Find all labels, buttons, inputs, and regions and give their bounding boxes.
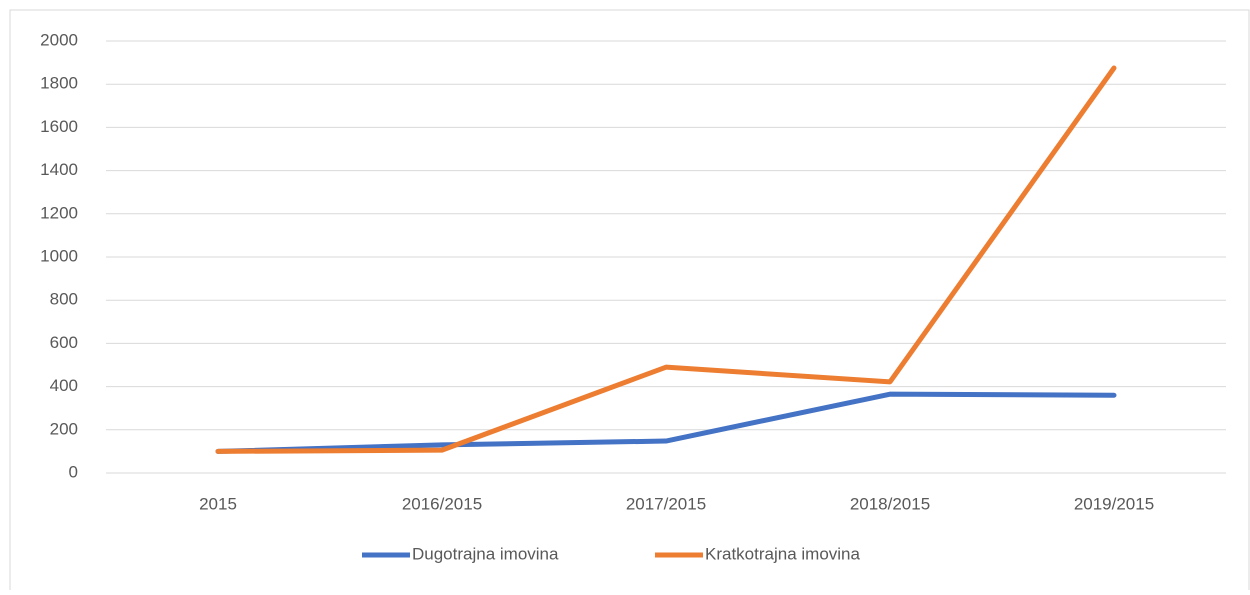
x-tick-label: 2016/2015 — [402, 494, 482, 513]
y-tick-label: 400 — [50, 376, 78, 395]
y-tick-label: 1600 — [40, 117, 78, 136]
y-tick-label: 2000 — [40, 30, 78, 49]
legend-label: Dugotrajna imovina — [412, 544, 559, 563]
y-tick-label: 600 — [50, 333, 78, 352]
legend-label: Kratkotrajna imovina — [705, 544, 861, 563]
y-tick-label: 1200 — [40, 203, 78, 222]
x-tick-label: 2019/2015 — [1074, 494, 1154, 513]
y-tick-label: 1000 — [40, 246, 78, 265]
series-line — [215, 65, 1117, 454]
y-tick-label: 0 — [69, 462, 78, 481]
series-line — [215, 391, 1117, 454]
y-tick-label: 800 — [50, 290, 78, 309]
x-tick-label: 2018/2015 — [850, 494, 930, 513]
y-tick-label: 1800 — [40, 74, 78, 93]
y-tick-label: 1400 — [40, 160, 78, 179]
x-tick-label: 2015 — [199, 494, 237, 513]
y-tick-label: 200 — [50, 419, 78, 438]
chart-frame — [9, 9, 1250, 595]
x-tick-label: 2017/2015 — [626, 494, 706, 513]
